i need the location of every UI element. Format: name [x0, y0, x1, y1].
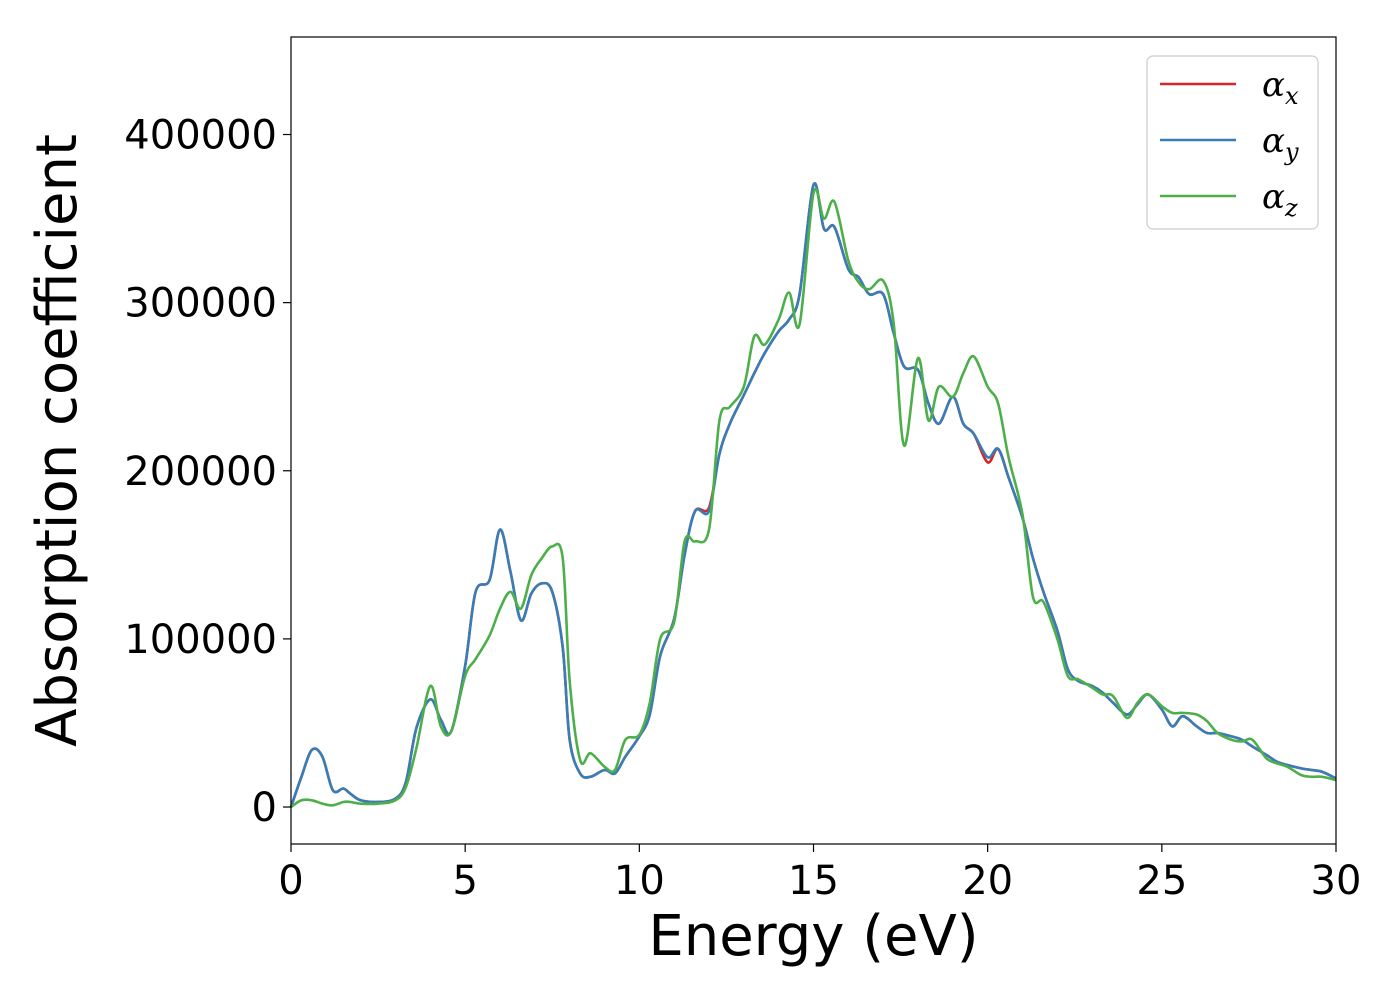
legend-box — [1146, 55, 1319, 230]
x-tick-label: 0 — [278, 858, 303, 904]
y-tick-label: 200000 — [124, 449, 277, 495]
series-layer — [289, 182, 1337, 809]
y-axis-title: Absorption coefficient — [25, 134, 90, 747]
x-tick-label: 25 — [1136, 858, 1187, 904]
y-tick-label: 100000 — [124, 617, 277, 663]
ticks-layer: 0 5 10 15 20 25 30 0 100000 200000 300000 400000 — [124, 113, 1361, 904]
x-tick-label: 30 — [1311, 858, 1362, 904]
x-tick-label: 5 — [452, 858, 477, 904]
y-tick-label: 0 — [252, 785, 277, 831]
x-tick-label: 20 — [962, 858, 1013, 904]
x-axis-title: Energy (eV) — [648, 904, 978, 969]
y-tick-label: 300000 — [124, 281, 277, 327]
series-line-z — [290, 188, 1337, 809]
legend: αx αy αz — [1146, 55, 1319, 230]
legend-label-y: αy — [1262, 121, 1299, 166]
x-tick-label: 15 — [788, 858, 839, 904]
series-line-y — [289, 182, 1337, 808]
y-tick-label: 400000 — [124, 113, 277, 159]
x-tick-label: 10 — [614, 858, 665, 904]
legend-label-z: αz — [1262, 177, 1298, 222]
legend-label-x: αx — [1262, 65, 1299, 110]
